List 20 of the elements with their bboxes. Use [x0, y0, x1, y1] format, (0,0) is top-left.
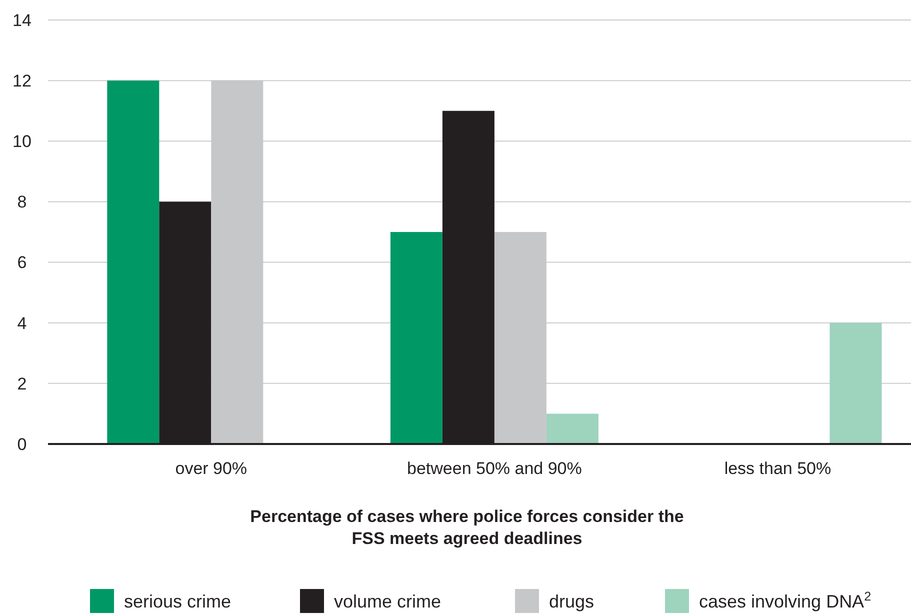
x-tick-label: over 90%: [175, 459, 248, 478]
legend-label: serious crime: [124, 591, 232, 612]
bar: [830, 322, 882, 444]
y-tick-label: 8: [17, 192, 27, 212]
x-axis-title: Percentage of cases where police forces consider the FSS meets agreed deadlines: [250, 507, 684, 548]
x-tick-label: less than 50%: [724, 459, 832, 478]
legend-label: volume crime: [334, 591, 442, 612]
bar: [390, 232, 442, 444]
x-tick-label: between 50% and 90%: [407, 459, 582, 478]
y-tick-label: 10: [12, 132, 32, 152]
bar: [107, 80, 160, 444]
y-tick-label: 4: [17, 314, 27, 333]
y-tick-label: 0: [17, 434, 27, 454]
bar: [546, 414, 598, 444]
y-tick-label: 6: [17, 253, 27, 272]
legend-label: drugs: [549, 591, 594, 612]
y-tick-label: 12: [12, 72, 32, 91]
legend-label: cases involving DNA$^{2}$: [699, 589, 872, 612]
y-tick-label: 14: [12, 10, 32, 30]
y-tick-label: 2: [17, 374, 27, 394]
